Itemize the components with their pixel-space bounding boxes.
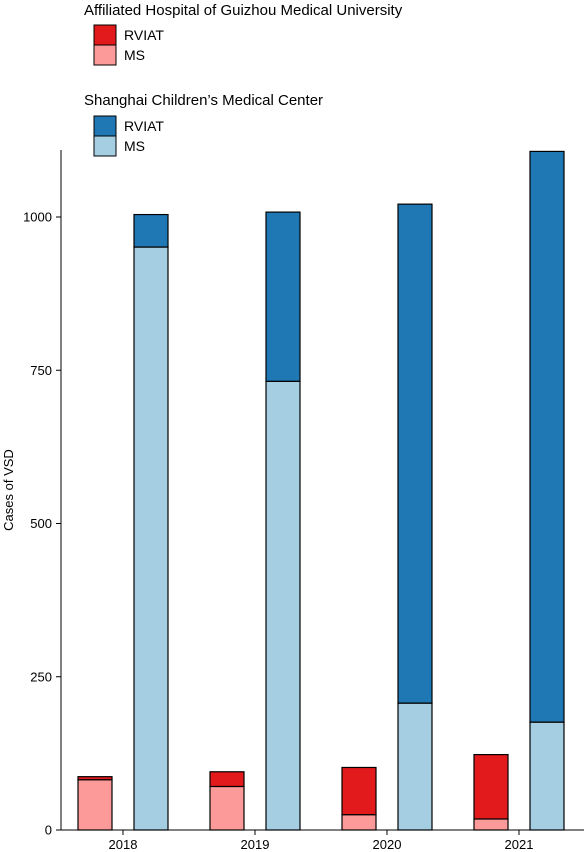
bar-2018-shanghai-rviat xyxy=(133,213,169,248)
x-tick-label-2018: 2018 xyxy=(109,837,138,852)
x-ticks: 2018 2019 2020 2021 xyxy=(109,830,534,852)
bar-2021-guizhou-rviat xyxy=(473,754,509,820)
y-tick-label: 0 xyxy=(45,823,52,838)
legend-title-shanghai: Shanghai Children’s Medical Center xyxy=(84,92,323,109)
bar-2018-guizhou-ms xyxy=(77,779,113,831)
y-tick-label: 750 xyxy=(30,363,52,378)
legend-swatch-shanghai-ms xyxy=(93,135,117,157)
bar-2019-guizhou-ms xyxy=(209,785,245,831)
bar-2021-shanghai-rviat xyxy=(529,150,565,723)
bar-2021-guizhou-ms xyxy=(473,818,509,831)
bar-2019-shanghai-rviat xyxy=(265,211,301,382)
legend-label-guizhou-rviat: RVIAT xyxy=(124,27,164,43)
bars xyxy=(77,150,565,831)
legend: Affiliated Hospital of Guizhou Medical U… xyxy=(84,2,403,157)
bar-2018-guizhou-rviat xyxy=(77,776,113,781)
x-tick-label-2021: 2021 xyxy=(505,837,534,852)
legend-label-shanghai-rviat: RVIAT xyxy=(124,118,164,134)
bar-2020-shanghai-rviat xyxy=(397,203,433,704)
y-tick-label: 1000 xyxy=(23,210,52,225)
x-tick-label-2019: 2019 xyxy=(241,837,270,852)
y-tick-label: 250 xyxy=(30,669,52,684)
bar-2019-shanghai-ms xyxy=(265,380,301,831)
bar-2021-shanghai-ms xyxy=(529,721,565,831)
bar-2020-shanghai-ms xyxy=(397,702,433,831)
legend-swatch-guizhou-ms xyxy=(93,44,117,66)
y-ticks: 0 250 500 750 1000 xyxy=(23,210,61,838)
bar-2020-guizhou-rviat xyxy=(341,766,377,816)
legend-title-guizhou: Affiliated Hospital of Guizhou Medical U… xyxy=(84,2,403,19)
legend-swatch-shanghai-rviat xyxy=(93,115,117,137)
legend-swatch-guizhou-rviat xyxy=(93,24,117,46)
bar-2020-guizhou-ms xyxy=(341,814,377,831)
x-tick-label-2020: 2020 xyxy=(373,837,402,852)
legend-label-guizhou-ms: MS xyxy=(124,47,145,63)
y-axis-title: Cases of VSD xyxy=(1,449,16,531)
y-tick-label: 500 xyxy=(30,516,52,531)
legend-label-shanghai-ms: MS xyxy=(124,138,145,154)
bar-2019-guizhou-rviat xyxy=(209,771,245,788)
bar-2018-shanghai-ms xyxy=(133,246,169,831)
